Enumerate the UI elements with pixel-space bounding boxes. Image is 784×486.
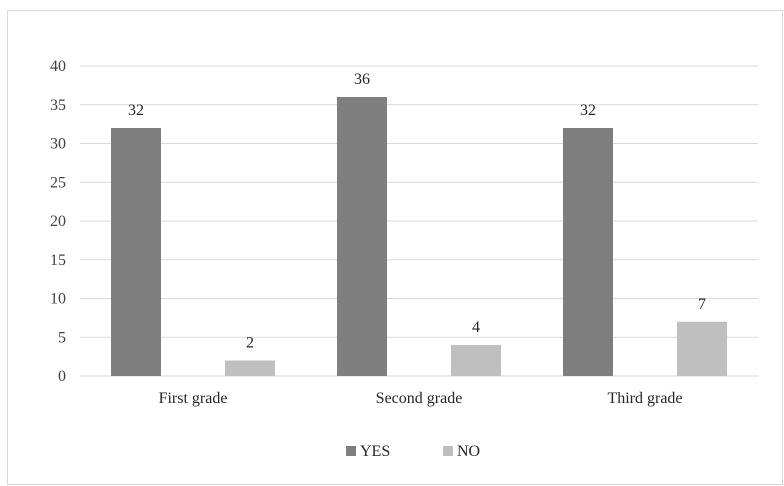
legend-label: NO: [457, 443, 480, 460]
data-labels: 32 2 36 4 32 7: [128, 71, 706, 352]
gridlines: [80, 65, 758, 377]
y-tick-label: 25: [50, 174, 66, 191]
y-tick-label: 20: [50, 213, 66, 230]
y-tick-label: 15: [50, 252, 66, 269]
data-label: 7: [698, 296, 706, 313]
bar-yes-3: [563, 128, 613, 376]
y-axis-ticks: 0 5 10 15 20 25 30 35 40: [50, 58, 66, 385]
y-tick-label: 0: [58, 368, 66, 385]
legend-swatch-yes: [346, 446, 356, 456]
bars: [111, 97, 727, 376]
category-label: First grade: [159, 390, 228, 407]
legend: YES NO: [346, 443, 480, 460]
bar-no-1: [225, 360, 275, 376]
category-label: Second grade: [376, 390, 463, 407]
data-label: 36: [354, 71, 370, 88]
y-tick-label: 40: [50, 58, 66, 75]
legend-label: YES: [360, 443, 390, 460]
y-tick-label: 5: [58, 329, 66, 346]
y-tick-label: 35: [50, 97, 66, 114]
bar-no-3: [677, 321, 727, 376]
y-tick-label: 10: [50, 291, 66, 308]
bar-no-2: [451, 345, 501, 376]
bar-yes-2: [337, 97, 387, 376]
x-axis-categories: First grade Second grade Third grade: [159, 390, 683, 407]
legend-swatch-no: [443, 446, 453, 456]
bar-yes-1: [111, 128, 161, 376]
y-tick-label: 30: [50, 136, 66, 153]
data-label: 2: [246, 335, 254, 352]
data-label: 32: [580, 102, 596, 119]
data-label: 32: [128, 102, 144, 119]
data-label: 4: [472, 319, 480, 336]
category-label: Third grade: [607, 390, 682, 407]
